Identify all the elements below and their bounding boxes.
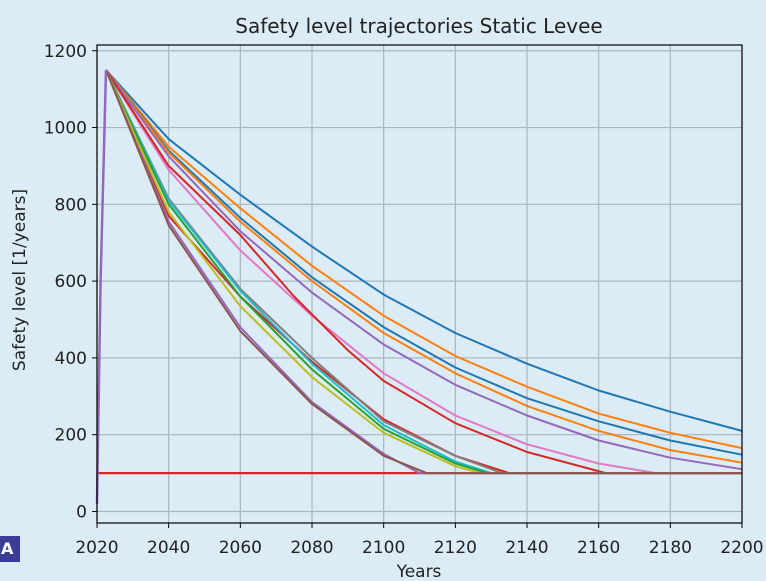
- plot-frame: [96, 44, 743, 524]
- y-tick-label: 1200: [44, 42, 87, 62]
- x-tick-label: 2180: [649, 538, 692, 558]
- series-line-13: [105, 69, 742, 475]
- x-tick-label: 2140: [505, 538, 548, 558]
- y-tick-label: 0: [76, 502, 87, 522]
- series-layer: [95, 69, 743, 504]
- y-tick-label: 200: [55, 426, 87, 446]
- series-line-10: [105, 69, 742, 475]
- x-tick-label: 2100: [362, 538, 405, 558]
- series-line-11: [105, 69, 742, 475]
- x-tick-label: 2200: [720, 538, 763, 558]
- series-line-6: [105, 69, 742, 475]
- y-tick-label: 1000: [44, 119, 87, 139]
- series-line-7: [105, 69, 742, 475]
- x-tick-label: 2060: [219, 538, 262, 558]
- x-tick-label: 2020: [75, 538, 118, 558]
- series-line-14: [105, 69, 742, 475]
- x-tick-label: 2160: [577, 538, 620, 558]
- series-line-12: [105, 69, 742, 475]
- initial-rise-line: [95, 69, 108, 504]
- series-line-2: [105, 69, 743, 450]
- y-tick-label: 400: [55, 349, 87, 369]
- y-axis-label: Safety level [1/years]: [10, 189, 30, 371]
- x-tick-label: 2080: [290, 538, 333, 558]
- y-tick-label: 600: [55, 272, 87, 292]
- ticks: 2020 2040 2060 2080 2100 2120 2140 2160 2180 2200…: [44, 42, 764, 558]
- x-tick-label: 2120: [434, 538, 477, 558]
- x-tick-label: 2040: [147, 538, 190, 558]
- panel-label: A: [0, 536, 20, 562]
- chart-title: Safety level trajectories Static Levee: [235, 14, 602, 38]
- y-tick-label: 800: [55, 195, 87, 215]
- series-line-9: [105, 69, 742, 475]
- series-line-4: [105, 69, 743, 464]
- series-line-5: [105, 69, 743, 471]
- series-line-3: [105, 69, 743, 456]
- x-axis-label: Years: [396, 562, 442, 581]
- series-line-1: [105, 69, 743, 432]
